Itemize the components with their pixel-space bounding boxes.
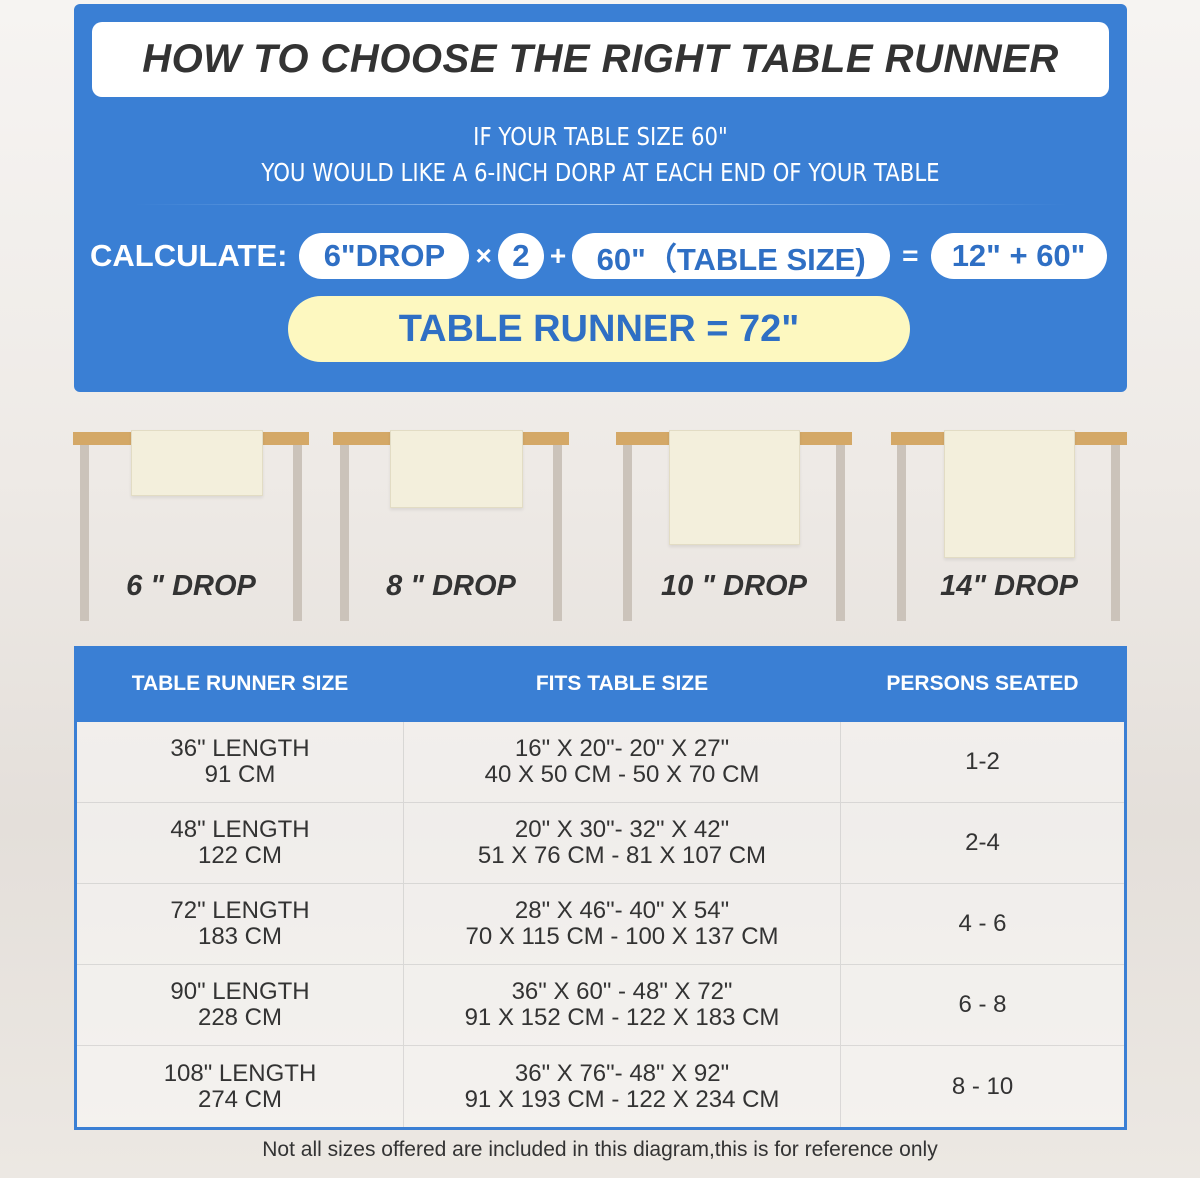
runner-size-cell: 90" LENGTH 228 CM xyxy=(77,965,403,1045)
fits-inches: 28" X 46"- 40" X 54" xyxy=(514,897,730,924)
table-row: 36" LENGTH 91 CM 16" X 20"- 20" X 27" 40 X… xyxy=(77,722,1124,803)
plus-sign: + xyxy=(549,240,567,271)
calc-label: CALCULATE: xyxy=(90,238,288,273)
result-pill: TABLE RUNNER = 72" xyxy=(288,296,910,362)
fits-cm: 51 X 76 CM - 81 X 107 CM xyxy=(477,842,767,869)
table-leg xyxy=(340,445,349,621)
equals-sign: = xyxy=(902,240,919,271)
runner-drop xyxy=(131,430,263,496)
header-runner-size: TABLE RUNNER SIZE xyxy=(131,672,349,695)
runner-size-cell: 72" LENGTH 183 CM xyxy=(77,884,403,964)
runner-drop xyxy=(669,430,800,545)
page-title: HOW TO CHOOSE THE RIGHT TABLE RUNNER xyxy=(142,37,1059,81)
table-leg xyxy=(80,445,89,621)
multiplier-pill: 2 xyxy=(497,233,544,279)
size-inches: 48" LENGTH xyxy=(170,816,310,843)
table-leg xyxy=(897,445,906,621)
times-sign: × xyxy=(475,240,492,271)
persons-cell: 8 - 10 xyxy=(951,1072,1014,1100)
fits-cm: 40 X 50 CM - 50 X 70 CM xyxy=(484,761,760,788)
size-inches: 72" LENGTH xyxy=(170,897,310,924)
title-box: HOW TO CHOOSE THE RIGHT TABLE RUNNER xyxy=(92,22,1109,97)
size-cm: 274 CM xyxy=(197,1085,283,1113)
fits-inches: 36" X 60" - 48" X 72" xyxy=(511,978,733,1005)
header-fits-table: FITS TABLE SIZE xyxy=(535,672,709,695)
table-row: 108" LENGTH 274 CM 36" X 76"- 48" X 92" 91… xyxy=(77,1046,1124,1127)
table-size-pill: 60"（TABLE SIZE) xyxy=(572,233,891,279)
persons-cell: 6 - 8 xyxy=(958,991,1007,1018)
calculation-panel: HOW TO CHOOSE THE RIGHT TABLE RUNNER IF … xyxy=(74,4,1127,392)
persons-cell: 2-4 xyxy=(965,829,1000,856)
drop-pill: 6"DROP xyxy=(299,233,470,279)
table-row: 90" LENGTH 228 CM 36" X 60" - 48" X 72" 91… xyxy=(77,965,1124,1046)
fits-cm: 91 X 193 CM - 122 X 234 CM xyxy=(464,1085,780,1113)
size-inches: 90" LENGTH xyxy=(170,978,310,1005)
table-leg xyxy=(623,445,632,621)
table-row: 72" LENGTH 183 CM 28" X 46"- 40" X 54" 70 … xyxy=(77,884,1124,965)
table-row: 48" LENGTH 122 CM 20" X 30"- 32" X 42" 51 … xyxy=(77,803,1124,884)
drop-label: 8 " DROP xyxy=(386,570,516,602)
size-inches: 36" LENGTH xyxy=(170,735,310,762)
persons-cell: 4 - 6 xyxy=(958,910,1007,937)
sum-pill: 12" + 60" xyxy=(930,233,1107,279)
fits-inches: 20" X 30"- 32" X 42" xyxy=(514,816,730,843)
table-leg xyxy=(836,445,845,621)
table-leg xyxy=(293,445,302,621)
drop-label: 14" DROP xyxy=(940,570,1078,602)
divider xyxy=(134,204,1067,205)
fits-cm: 70 X 115 CM - 100 X 137 CM xyxy=(465,923,779,950)
fits-table-cell: 20" X 30"- 32" X 42" 51 X 76 CM - 81 X 10… xyxy=(403,803,841,883)
drop-label: 6 " DROP xyxy=(126,570,256,602)
intro-line-2: YOU WOULD LIKE A 6-INCH DORP AT EACH END… xyxy=(261,158,940,187)
size-table: TABLE RUNNER SIZE FITS TABLE SIZE PERSON… xyxy=(74,646,1127,1130)
size-cm: 183 CM xyxy=(197,923,283,950)
runner-size-cell: 36" LENGTH 91 CM xyxy=(77,722,403,802)
fits-table-cell: 28" X 46"- 40" X 54" 70 X 115 CM - 100 X … xyxy=(403,884,841,964)
fits-inches: 16" X 20"- 20" X 27" xyxy=(514,735,730,762)
fits-cm: 91 X 152 CM - 122 X 183 CM xyxy=(464,1004,780,1031)
drop-label: 10 " DROP xyxy=(661,570,807,602)
fits-table-cell: 16" X 20"- 20" X 27" 40 X 50 CM - 50 X 70… xyxy=(403,722,841,802)
size-cm: 91 CM xyxy=(204,761,276,788)
table-leg xyxy=(1111,445,1120,621)
runner-drop xyxy=(944,430,1075,558)
fits-table-cell: 36" X 76"- 48" X 92" 91 X 193 CM - 122 X … xyxy=(403,1046,841,1127)
fits-table-cell: 36" X 60" - 48" X 72" 91 X 152 CM - 122 X… xyxy=(403,965,841,1045)
table-header: TABLE RUNNER SIZE FITS TABLE SIZE PERSON… xyxy=(77,646,1124,722)
fits-inches: 36" X 76"- 48" X 92" xyxy=(514,1059,730,1087)
runner-drop xyxy=(390,430,523,508)
size-cm: 122 CM xyxy=(197,842,283,869)
runner-size-cell: 48" LENGTH 122 CM xyxy=(77,803,403,883)
header-persons: PERSONS SEATED xyxy=(886,672,1079,695)
intro-line-1: IF YOUR TABLE SIZE 60" xyxy=(473,122,728,151)
size-cm: 228 CM xyxy=(197,1004,283,1031)
size-inches: 108" LENGTH xyxy=(163,1059,317,1087)
footnote: Not all sizes offered are included in th… xyxy=(262,1138,938,1161)
runner-size-cell: 108" LENGTH 274 CM xyxy=(77,1046,403,1127)
table-leg xyxy=(553,445,562,621)
persons-cell: 1-2 xyxy=(965,748,1000,775)
calculation-row: CALCULATE: 6"DROP × 2 + 60"（TABLE SIZE) … xyxy=(90,232,1107,280)
